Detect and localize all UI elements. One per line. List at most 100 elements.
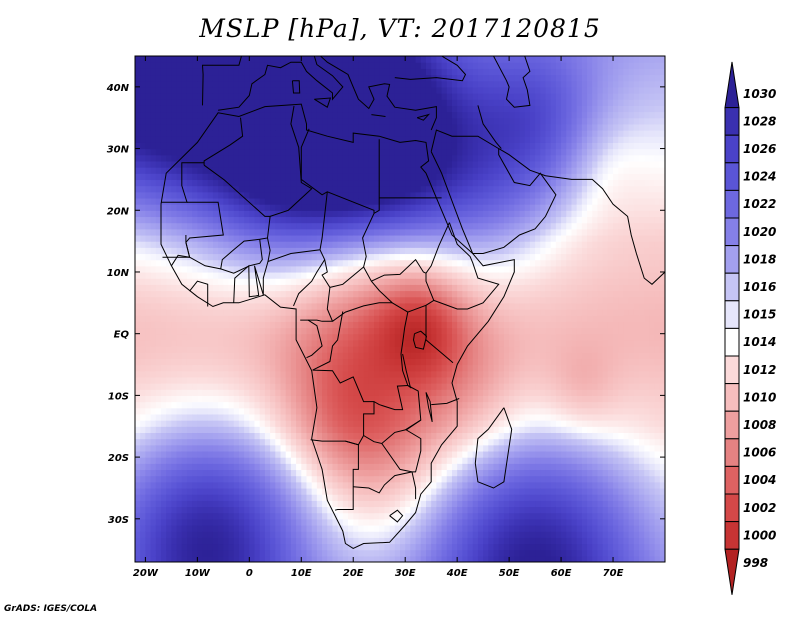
pressure-cell [436, 518, 443, 526]
pressure-cell [140, 401, 146, 409]
pressure-cell [176, 457, 183, 464]
pressure-cell [280, 123, 287, 131]
pressure-cell [244, 352, 250, 359]
pressure-cell [332, 302, 339, 310]
pressure-cell [135, 395, 141, 403]
pressure-cell [425, 296, 432, 304]
pressure-cell [296, 284, 302, 292]
pressure-cell [212, 339, 219, 347]
pressure-cell [384, 56, 391, 63]
pressure-cell [186, 444, 193, 452]
pressure-cell [353, 234, 360, 242]
pressure-cell [197, 302, 204, 310]
pressure-cell [425, 543, 432, 551]
pressure-cell [389, 383, 396, 390]
pressure-cell [353, 136, 360, 143]
pressure-cell [363, 191, 370, 199]
pressure-cell [218, 271, 224, 279]
pressure-cell [296, 204, 302, 211]
pressure-cell [363, 247, 370, 255]
pressure-cell [405, 68, 411, 76]
pressure-cell [337, 99, 344, 106]
pressure-cell [264, 302, 271, 310]
pressure-cell [212, 444, 219, 452]
pressure-cell [176, 524, 183, 532]
pressure-cell [374, 278, 380, 285]
pressure-cell [394, 364, 401, 372]
pressure-cell [311, 426, 318, 434]
pressure-cell [259, 407, 266, 415]
pressure-cell [254, 512, 261, 520]
pressure-cell [218, 383, 224, 390]
pressure-cell [410, 401, 417, 409]
pressure-cell [264, 413, 271, 421]
pressure-cell [353, 253, 360, 261]
pressure-cell [244, 173, 250, 181]
pressure-cell [441, 432, 448, 440]
pressure-cell [379, 531, 386, 538]
pressure-cell [322, 549, 328, 557]
pressure-cell [140, 395, 146, 403]
pressure-cell [228, 228, 235, 236]
pressure-cell [363, 475, 370, 483]
pressure-cell [316, 512, 323, 520]
pressure-cell [410, 160, 417, 168]
pressure-cell [374, 420, 380, 427]
pressure-cell [337, 265, 344, 273]
pressure-cell [264, 543, 271, 551]
pressure-cell [145, 80, 152, 88]
pressure-cell [259, 438, 266, 446]
pressure-cell [425, 56, 432, 63]
pressure-cell [358, 247, 365, 255]
pressure-cell [425, 234, 432, 242]
pressure-cell [259, 537, 266, 545]
pressure-cell [358, 315, 365, 322]
pressure-cell [254, 154, 261, 162]
pressure-cell [264, 185, 271, 193]
pressure-cell [441, 321, 448, 329]
pressure-cell [264, 481, 271, 489]
pressure-cell [384, 543, 391, 551]
pressure-cell [358, 376, 365, 384]
pressure-cell [145, 383, 152, 390]
pressure-cell [238, 216, 245, 224]
pressure-cell [400, 173, 406, 181]
pressure-cell [400, 93, 406, 100]
pressure-cell [223, 518, 230, 526]
pressure-cell [415, 148, 422, 156]
pressure-cell [374, 395, 380, 403]
pressure-cell [218, 241, 224, 248]
pressure-cell [181, 265, 188, 273]
pressure-cell [332, 241, 339, 248]
pressure-cell [280, 234, 287, 242]
pressure-cell [207, 321, 214, 329]
pressure-cell [405, 253, 411, 261]
pressure-cell [322, 302, 328, 310]
pressure-cell [155, 481, 162, 489]
pressure-cell [374, 494, 380, 501]
pressure-cell [145, 216, 152, 224]
pressure-cell [238, 383, 245, 390]
pressure-cell [436, 191, 443, 199]
pressure-cell [342, 93, 349, 100]
pressure-cell [197, 265, 204, 273]
pressure-cell [446, 148, 453, 156]
pressure-cell [171, 167, 178, 174]
pressure-cell [415, 228, 422, 236]
pressure-cell [405, 327, 411, 335]
pressure-cell [166, 395, 172, 403]
pressure-cell [410, 352, 417, 359]
pressure-cell [212, 401, 219, 409]
pressure-cell [363, 463, 370, 471]
pressure-cell [384, 179, 391, 187]
pressure-cell [425, 364, 432, 372]
pressure-cell [322, 518, 328, 526]
pressure-cell [374, 302, 380, 310]
pressure-cell [405, 111, 411, 119]
pressure-cell [290, 296, 297, 304]
pressure-cell [311, 99, 318, 106]
pressure-cell [270, 549, 276, 557]
pressure-cell [166, 457, 172, 464]
pressure-cell [374, 216, 380, 224]
pressure-cell [374, 327, 380, 335]
